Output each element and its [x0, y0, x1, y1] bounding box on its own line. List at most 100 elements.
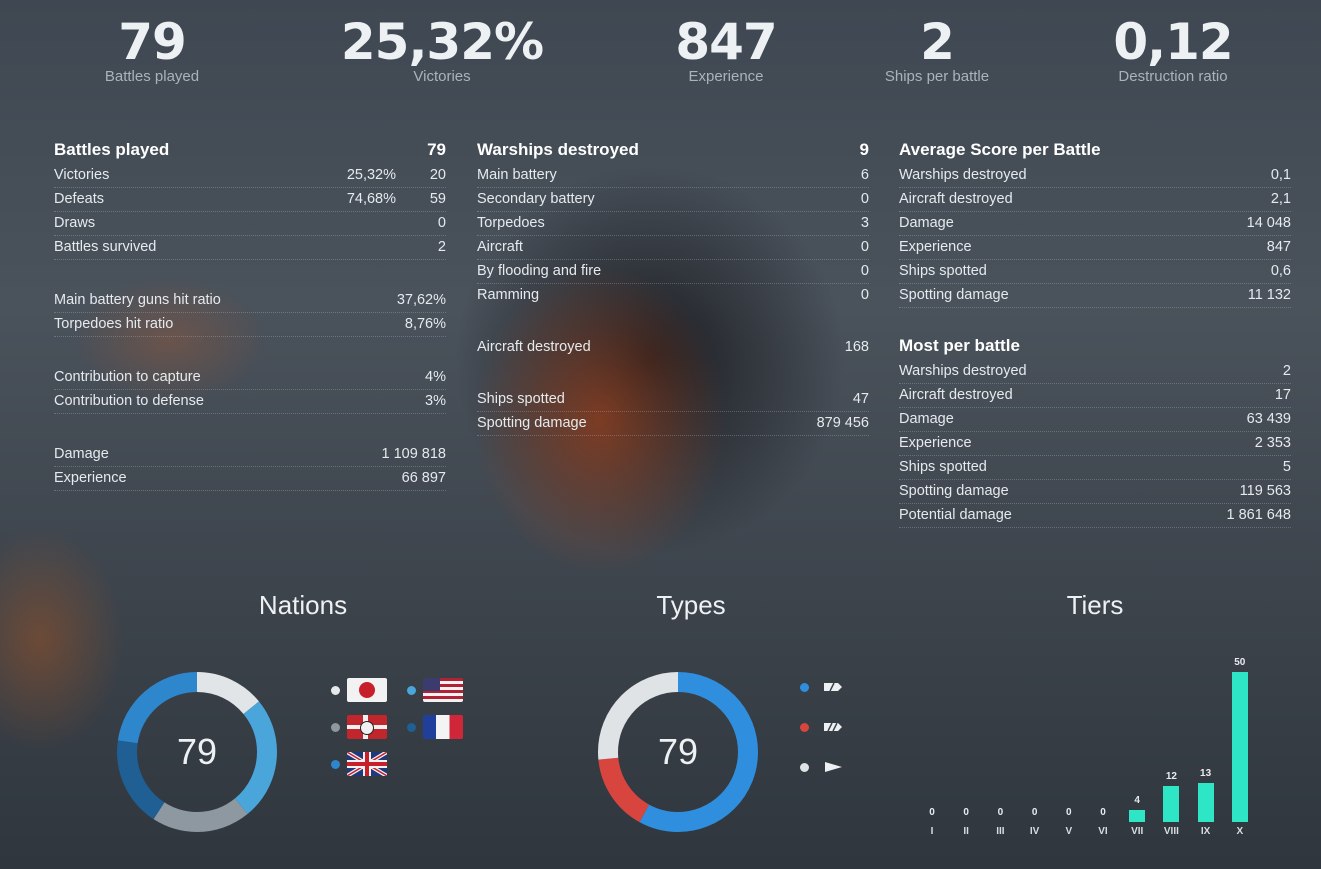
legend-item-destroyer[interactable] [800, 672, 844, 702]
stat-value: 0,6 [1270, 263, 1291, 279]
stat-label: Ramming [477, 287, 540, 303]
stat-label: Aircraft [477, 239, 523, 255]
stat-value: 3 [860, 215, 869, 231]
stat-row-torpedoes: Torpedoes 3 [477, 212, 869, 236]
stat-value: 168 [844, 339, 869, 355]
tier-label-VI: VI [1098, 826, 1108, 837]
legend-dot [800, 762, 809, 772]
types-donut-svg [598, 672, 758, 832]
tier-bar-IX[interactable] [1197, 783, 1214, 822]
stat-row-contribution-defense: Contribution to defense 3% [54, 390, 446, 414]
stat-row-spotting-damage: Spotting damage 879 456 [477, 412, 869, 436]
stat-value: 0 [860, 287, 869, 303]
legend-item-cruiser[interactable] [800, 712, 844, 742]
stat-row-victories: Victories 25,32% 20 [54, 164, 446, 188]
stat-value: 2 [1282, 363, 1291, 379]
kpi-experience: 847 Experience [606, 14, 846, 85]
kpi-battles-played: 79 Battles played [32, 14, 272, 85]
stat-value: 1 861 648 [1226, 507, 1291, 523]
battles-played-heading: Battles played 79 [54, 136, 446, 164]
types-donut-chart[interactable]: 79 [598, 672, 758, 832]
donut-segment-france[interactable] [117, 672, 277, 832]
legend-item-germany[interactable] [331, 712, 387, 742]
donut-segment-battleship[interactable] [598, 672, 758, 832]
stat-label: Main battery guns hit ratio [54, 292, 221, 308]
stat-row-damage: Damage 1 109 818 [54, 443, 446, 467]
nations-title: Nations [258, 590, 348, 620]
legend-item-usa[interactable] [407, 675, 463, 705]
stat-label: Contribution to defense [54, 393, 204, 409]
kpi-label: Victories [413, 68, 471, 85]
tier-value-X: 50 [1234, 657, 1246, 668]
stat-label: Ships spotted [899, 263, 987, 279]
stat-label: Spotting damage [899, 483, 1009, 499]
stat-value: 119 563 [1239, 483, 1291, 499]
legend-item-japan[interactable] [331, 675, 387, 705]
battles-stats-column: Battles played 79 Victories 25,32% 20 De… [54, 136, 446, 491]
donut-segment-usa[interactable] [117, 672, 277, 832]
kpi-label: Battles played [104, 68, 200, 85]
warships-destroyed-column: Warships destroyed 9 Main battery 6 Seco… [477, 136, 869, 436]
avg-row-damage: Damage 14 048 [899, 212, 1291, 236]
nations-donut-chart[interactable]: 79 [117, 672, 277, 832]
stat-label: Ships spotted [477, 391, 565, 407]
stat-label: Defeats [54, 191, 104, 207]
stat-percent: 25,32% [346, 167, 396, 183]
heading-label: Battles played [54, 140, 170, 159]
japan-flag-icon [347, 678, 387, 702]
types-title: Types [656, 590, 726, 620]
cruiser-icon [824, 722, 842, 732]
stat-value: 2 [437, 239, 446, 255]
usa-flag-icon [423, 678, 463, 702]
stat-row-torpedoes-hit-ratio: Torpedoes hit ratio 8,76% [54, 313, 446, 337]
stat-label: Warships destroyed [899, 363, 1027, 379]
legend-dot [331, 722, 340, 732]
donut-segment-uk[interactable] [117, 672, 277, 832]
tier-label-IV: IV [1029, 826, 1040, 837]
most-row-aircraft-destroyed: Aircraft destroyed 17 [899, 384, 1291, 408]
most-row-spotting-damage: Spotting damage 119 563 [899, 480, 1291, 504]
tier-value-V: 0 [1066, 807, 1072, 818]
stat-value: 14 048 [1246, 215, 1291, 231]
tier-bar-VIII[interactable] [1163, 786, 1180, 822]
stat-value: 0 [860, 239, 869, 255]
stat-label: Damage [54, 446, 109, 462]
france-flag-icon [423, 715, 463, 739]
stat-row-secondary-battery: Secondary battery 0 [477, 188, 869, 212]
stat-label: Aircraft destroyed [477, 339, 591, 355]
stat-value: 37,62% [396, 292, 446, 308]
tier-value-VI: 0 [1100, 807, 1106, 818]
stat-label: Battles survived [54, 239, 157, 255]
avg-row-warships-destroyed: Warships destroyed 0,1 [899, 164, 1291, 188]
stat-label: Victories [54, 167, 110, 183]
tier-value-I: 0 [929, 807, 935, 818]
uk-flag-icon [347, 752, 387, 776]
legend-item-france[interactable] [407, 712, 463, 742]
stat-value: 1 109 818 [381, 446, 446, 462]
tier-value-VII: 4 [1134, 795, 1140, 806]
most-row-warships-destroyed: Warships destroyed 2 [899, 360, 1291, 384]
stat-value: 6 [860, 167, 869, 183]
stat-label: Aircraft destroyed [899, 387, 1013, 403]
tier-value-III: 0 [997, 807, 1004, 818]
legend-item-battleship[interactable] [800, 752, 844, 782]
tier-bar-X[interactable] [1231, 672, 1248, 822]
legend-item-uk[interactable] [331, 749, 387, 779]
kpi-ships-per-battle: 2 Ships per battle [817, 14, 1057, 85]
stat-value: 3% [425, 393, 446, 409]
tier-bar-VII[interactable] [1129, 810, 1146, 822]
types-total: 79 [657, 731, 699, 772]
kpi-destruction-ratio: 0,12 Destruction ratio [1053, 14, 1293, 85]
heading-label: Most per battle [899, 336, 1020, 355]
nations-total: 79 [176, 731, 218, 772]
most-row-experience: Experience 2 353 [899, 432, 1291, 456]
kpi-victories: 25,32% Victories [322, 14, 562, 85]
battleship-icon [825, 762, 842, 772]
stat-value: 17 [1274, 387, 1291, 403]
donut-segment-germany[interactable] [117, 672, 277, 832]
tier-label-VII: VII [1131, 826, 1144, 837]
kpi-value: 79 [118, 13, 187, 71]
stat-row-main-battery: Main battery 6 [477, 164, 869, 188]
kpi-label: Destruction ratio [1118, 68, 1228, 85]
stat-value: 847 [1266, 239, 1291, 255]
